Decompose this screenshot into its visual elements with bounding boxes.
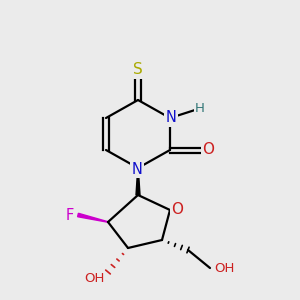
Text: H: H [195, 103, 205, 116]
Polygon shape [136, 168, 140, 195]
Text: OH: OH [214, 262, 234, 275]
Text: F: F [66, 208, 74, 223]
Text: N: N [132, 161, 142, 176]
Text: O: O [202, 142, 214, 158]
Polygon shape [78, 213, 108, 222]
Text: S: S [133, 62, 143, 77]
Text: OH: OH [84, 272, 104, 286]
Text: O: O [171, 202, 183, 217]
Text: N: N [166, 110, 176, 125]
